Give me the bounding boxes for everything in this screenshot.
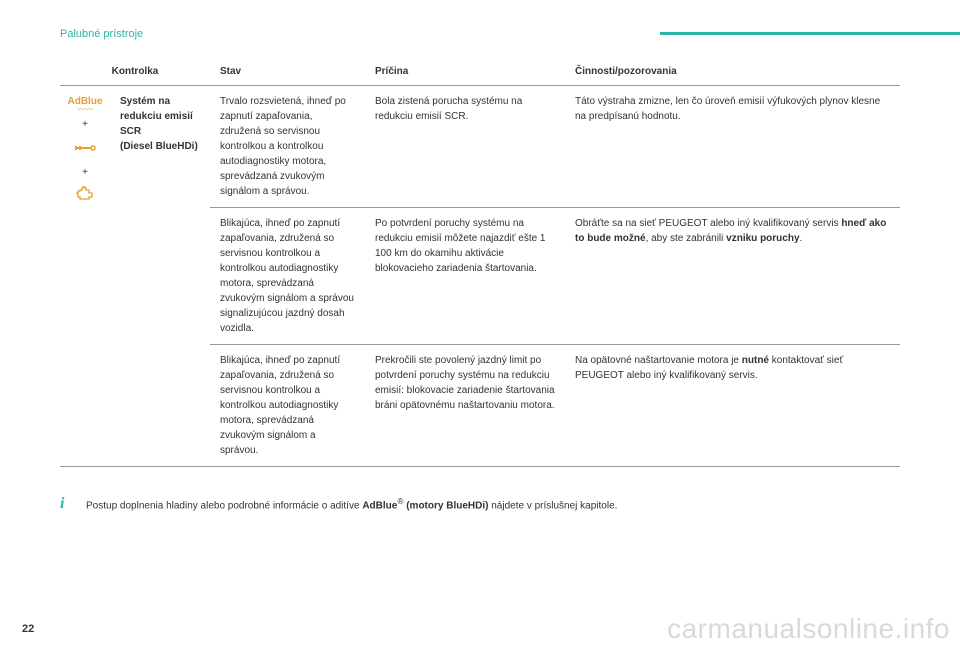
plus-icon: + [82, 117, 88, 132]
plus-icon: + [82, 165, 88, 180]
action-cell: Obráťte sa na sieť PEUGEOT alebo iný kva… [565, 208, 900, 345]
info-icon: i [60, 495, 76, 513]
state-cell: Blikajúca, ihneď po zapnutí zapaľovania,… [210, 208, 365, 345]
cause-cell: Po potvrdení poruchy systému na redukciu… [365, 208, 565, 345]
page-number: 22 [22, 623, 34, 635]
wrench-icon [74, 138, 96, 159]
state-cell: Blikajúca, ihneď po zapnutí zapaľovania,… [210, 345, 365, 467]
warning-table: Kontrolka Stav Príčina Činnosti/pozorova… [60, 58, 900, 467]
system-name-cell: Systém na redukciu emisií SCR (Diesel Bl… [110, 86, 210, 467]
info-box: i Postup doplnenia hladiny alebo podrobn… [60, 489, 900, 519]
engine-icon [75, 186, 95, 206]
indicator-icons-cell: AdBlue 〰〰 + + [60, 86, 110, 467]
state-cell: Trvalo rozsvietená, ihneď po zapnutí zap… [210, 86, 365, 208]
info-text: Postup doplnenia hladiny alebo podrobné … [86, 495, 617, 513]
table-row: AdBlue 〰〰 + + Systém na redu [60, 86, 900, 208]
watermark: carmanualsonline.info [657, 609, 960, 649]
cause-cell: Prekročili ste povolený jazdný limit po … [365, 345, 565, 467]
table-header-indicator: Kontrolka [60, 58, 210, 86]
table-header-action: Činnosti/pozorovania [565, 58, 900, 86]
action-cell: Táto výstraha zmizne, len čo úroveň emis… [565, 86, 900, 208]
header-accent-bar [660, 32, 960, 35]
table-header-state: Stav [210, 58, 365, 86]
cause-cell: Bola zistená porucha systému na redukciu… [365, 86, 565, 208]
adblue-icon: AdBlue 〰〰 [68, 94, 103, 111]
table-header-cause: Príčina [365, 58, 565, 86]
action-cell: Na opätovné naštartovanie motora je nutn… [565, 345, 900, 467]
